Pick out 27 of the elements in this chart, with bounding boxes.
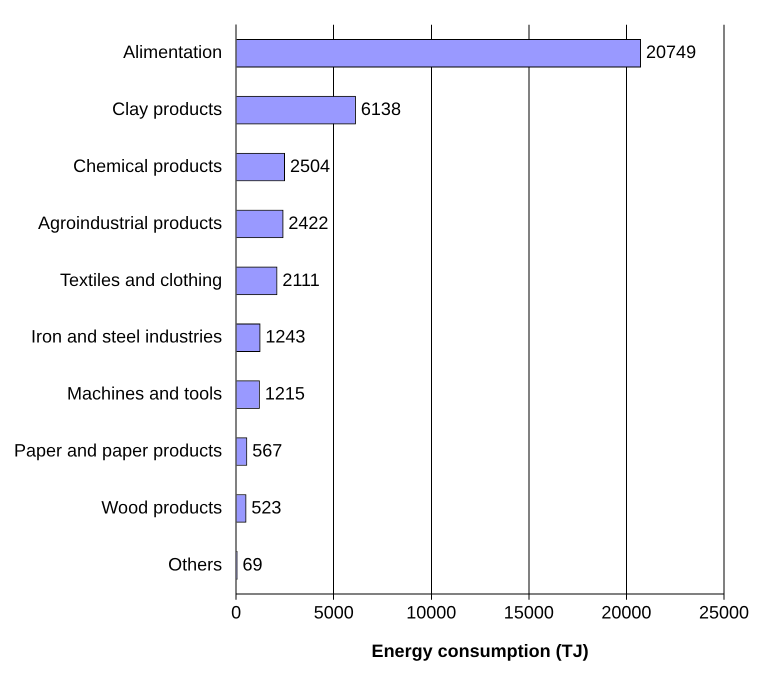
- y-tick-label: Wood products: [101, 497, 222, 518]
- data-label: 2111: [282, 270, 320, 290]
- y-tick-label: Chemical products: [73, 156, 222, 176]
- data-label: 523: [251, 497, 282, 518]
- y-tick-label: Alimentation: [123, 42, 222, 62]
- x-tick-label: 0: [231, 602, 242, 623]
- data-label: 2422: [288, 212, 328, 233]
- data-label: 69: [242, 554, 263, 574]
- y-tick-label: Others: [168, 554, 222, 574]
- data-label: 567: [252, 440, 282, 461]
- x-axis-title: Energy consumption (TJ): [372, 641, 589, 662]
- data-label: 1243: [265, 326, 306, 347]
- y-tick-label: Clay products: [112, 99, 222, 120]
- x-tick-label: 15000: [504, 602, 554, 623]
- x-tick-label: 25000: [698, 602, 750, 623]
- x-tick-label: 10000: [406, 602, 456, 623]
- x-tick-label: 20000: [601, 602, 652, 623]
- data-label: 20749: [646, 42, 696, 62]
- data-label: 1215: [264, 384, 305, 404]
- y-tick-label: Paper and paper products: [14, 440, 222, 461]
- x-tick-label: 5000: [314, 602, 354, 623]
- y-tick-label: Agroindustrial products: [38, 212, 222, 233]
- y-tick-label: Textiles and clothing: [60, 270, 222, 290]
- y-tick-label: Machines and tools: [67, 384, 222, 404]
- data-label: 2504: [290, 156, 330, 176]
- data-label: 6138: [360, 99, 401, 120]
- y-tick-label: Iron and steel industries: [31, 326, 222, 347]
